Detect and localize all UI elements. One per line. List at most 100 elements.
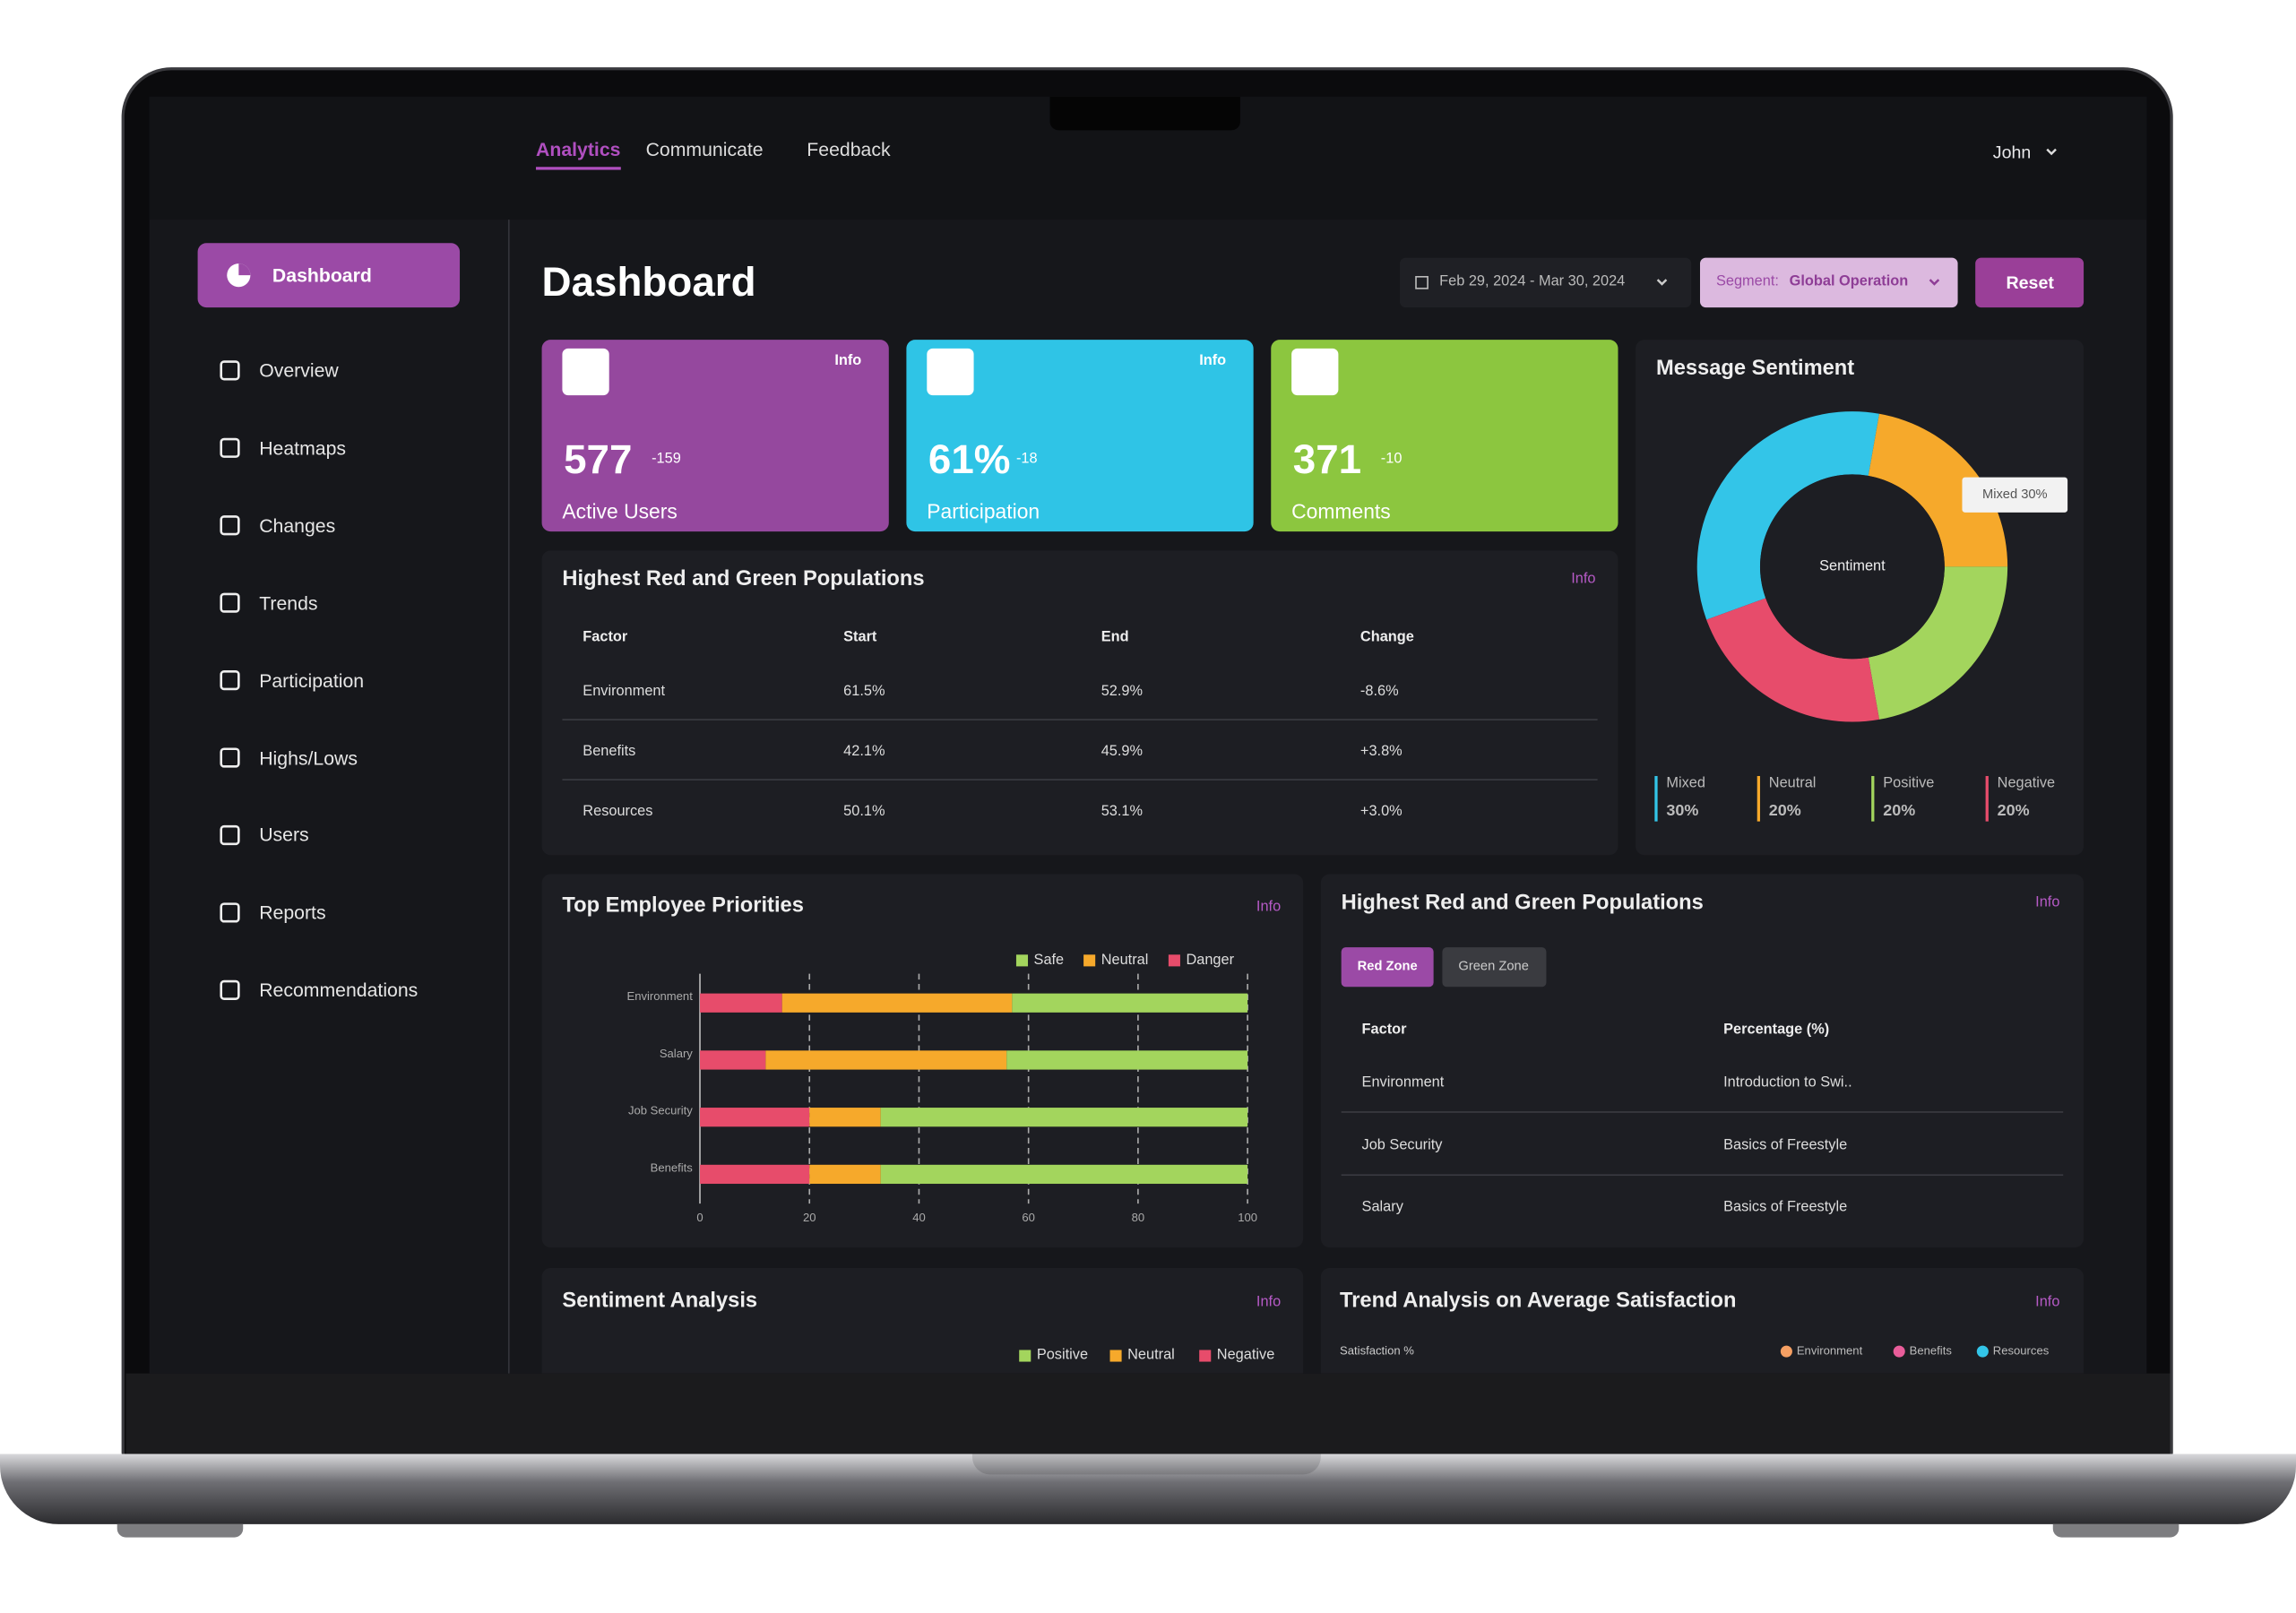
card-info[interactable]: Info xyxy=(1256,1294,1282,1311)
table-cell: Basics of Freestyle xyxy=(1723,1199,1848,1216)
x-tick-label: 20 xyxy=(803,1211,816,1224)
date-picker[interactable] xyxy=(1400,257,1692,308)
sidebar-item[interactable]: Participation xyxy=(259,668,365,692)
stat-info[interactable]: Info xyxy=(1199,352,1227,369)
donut-hole xyxy=(1759,474,1945,660)
bar-segment xyxy=(700,1164,810,1185)
nav-tab[interactable]: Feedback xyxy=(807,138,891,160)
card-title: Top Employee Priorities xyxy=(562,893,804,919)
y-tick-label: Environment xyxy=(627,989,694,1003)
bar-segment xyxy=(809,1164,881,1185)
row-divider xyxy=(562,779,1598,781)
chevron xyxy=(1929,279,1940,286)
legend-swatch xyxy=(1199,1350,1212,1362)
table-cell: Environment xyxy=(583,684,666,701)
populations-card xyxy=(541,550,1618,856)
stat-change: -18 xyxy=(1015,451,1038,468)
table-cell: Basics of Freestyle xyxy=(1723,1136,1848,1153)
legend-swatch xyxy=(1109,1350,1122,1362)
stat-icon xyxy=(562,348,609,396)
stat-change: -159 xyxy=(652,451,681,468)
sidebar-item[interactable]: Highs/Lows xyxy=(259,746,358,769)
table-cell: Resources xyxy=(583,804,653,821)
legend-label: Positive xyxy=(1883,774,1934,790)
y-tick-label: Benefits xyxy=(651,1160,694,1174)
sidebar-icon xyxy=(220,824,240,846)
legend-swatch xyxy=(1168,954,1180,967)
card-info[interactable]: Info xyxy=(2035,1294,2060,1311)
legend-value: 20% xyxy=(1883,801,1915,819)
zone-tab[interactable] xyxy=(1442,947,1547,988)
table-cell: Salary xyxy=(1361,1199,1403,1216)
donut-slice xyxy=(1868,566,2008,720)
nav-tab[interactable]: Communicate xyxy=(645,138,764,160)
legend-label: Neutral xyxy=(1127,1347,1175,1364)
sidebar-item[interactable]: Heatmaps xyxy=(259,436,347,460)
notch xyxy=(1049,96,1240,131)
stat-info[interactable]: Info xyxy=(834,352,862,369)
card-info[interactable]: Info xyxy=(2035,894,2060,911)
sidebar-icon xyxy=(220,979,240,1000)
table-cell: 61.5% xyxy=(843,684,885,701)
sidebar-item[interactable]: Reports xyxy=(259,901,326,924)
table-cell: Benefits xyxy=(583,744,636,761)
sidebar-item[interactable]: Overview xyxy=(259,359,339,382)
legend-swatch xyxy=(1780,1345,1792,1358)
legend-value: 30% xyxy=(1666,801,1698,819)
sidebar-item[interactable]: Changes xyxy=(259,513,336,537)
table-cell: 50.1% xyxy=(843,804,885,821)
date-range[interactable]: Feb 29, 2024 - Mar 30, 2024 xyxy=(1439,273,1626,290)
sidebar-icon xyxy=(220,437,240,458)
card-title: Highest Red and Green Populations xyxy=(562,567,925,591)
reset-label[interactable]: Reset xyxy=(2006,272,2054,293)
legend-swatch xyxy=(1015,954,1029,967)
table-cell: 52.9% xyxy=(1101,684,1144,701)
x-tick-label: 0 xyxy=(696,1211,703,1224)
card-info[interactable]: Info xyxy=(1256,899,1282,916)
table-cell: Environment xyxy=(1361,1074,1445,1091)
chevron xyxy=(1656,279,1668,286)
laptop-foot xyxy=(117,1523,244,1538)
legend-swatch xyxy=(1019,1350,1031,1362)
card-info[interactable]: Info xyxy=(1571,571,1596,588)
stat-icon xyxy=(1291,348,1339,396)
table-header: Percentage (%) xyxy=(1723,1022,1830,1039)
table-cell: Introduction to Swi.. xyxy=(1723,1074,1852,1091)
sidebar-item[interactable]: Recommendations xyxy=(259,979,419,1002)
zone-card xyxy=(1320,874,2085,1248)
tooltip-label: Mixed 30% xyxy=(1982,487,2048,502)
segment-value[interactable]: Global Operation xyxy=(1789,273,1909,290)
zone-tab-label[interactable]: Green Zone xyxy=(1458,958,1529,973)
charts-layer: Sentiment Mixed 30% Mixed 30% Neutral 20% Posi… xyxy=(220,148,2068,1224)
legend-label: Negative xyxy=(1998,774,2055,790)
axis-label: Satisfaction % xyxy=(1340,1343,1414,1358)
y-tick-label: Job Security xyxy=(628,1104,693,1117)
zone-tab-label[interactable]: Red Zone xyxy=(1357,958,1418,973)
laptop-chin xyxy=(125,1373,2171,1456)
legend-swatch xyxy=(1893,1345,1905,1358)
legend-value: 20% xyxy=(1769,801,1801,819)
reset-button[interactable] xyxy=(1975,257,2085,308)
card-title: Sentiment Analysis xyxy=(562,1290,758,1314)
laptop-foot xyxy=(2052,1523,2179,1538)
table-cell: 53.1% xyxy=(1101,804,1144,821)
sidebar-icon xyxy=(220,592,240,613)
nav-underline xyxy=(536,167,621,170)
x-tick-label: 40 xyxy=(912,1211,926,1224)
calendar-icon xyxy=(1415,275,1429,289)
zone-tab[interactable] xyxy=(1341,947,1434,988)
row-divider xyxy=(1341,1111,2064,1113)
row-divider xyxy=(1341,1173,2064,1176)
sidebar-item[interactable]: Dashboard xyxy=(272,263,372,287)
nav-tab[interactable]: Analytics xyxy=(536,138,621,160)
sidebar-item[interactable]: Users xyxy=(259,824,309,847)
bar-segment xyxy=(880,1108,1248,1127)
segment-select[interactable] xyxy=(1699,257,1958,308)
user-menu[interactable]: John xyxy=(1992,142,2032,163)
legend-swatch xyxy=(1976,1345,1989,1358)
table-header: Start xyxy=(843,629,877,646)
sidebar-icon xyxy=(220,360,240,381)
segment-label[interactable]: Segment: xyxy=(1715,273,1779,290)
sidebar-item[interactable]: Trends xyxy=(259,591,318,614)
bar-segment xyxy=(700,1108,810,1127)
